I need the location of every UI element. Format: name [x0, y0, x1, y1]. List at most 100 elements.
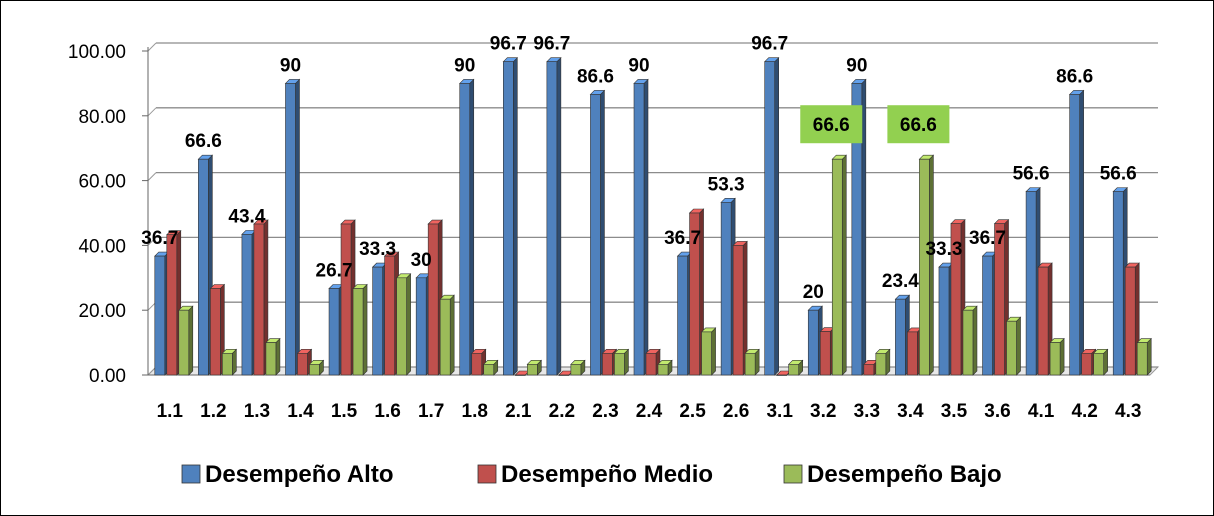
bar	[819, 331, 831, 376]
y-tick-label: 60.00	[78, 172, 126, 193]
bar	[178, 309, 190, 376]
bar-side	[406, 273, 411, 376]
bar	[895, 298, 906, 376]
y-tick-label: 100.00	[68, 42, 126, 63]
bar	[154, 255, 166, 376]
x-tick-label: 1.6	[374, 401, 400, 422]
legend-label: Desempeño Bajo	[807, 461, 1002, 488]
bar	[950, 223, 962, 376]
bar-side	[556, 56, 562, 376]
bar	[427, 223, 439, 376]
x-tick-label: 3.3	[854, 401, 880, 422]
bar-side	[188, 305, 194, 376]
legend-swatch	[181, 464, 201, 484]
data-label: 43.4	[228, 206, 265, 227]
bar-side	[643, 78, 649, 376]
legend-swatch	[783, 464, 803, 484]
bar	[459, 83, 471, 376]
bar	[851, 83, 863, 376]
x-tick-label: 1.5	[331, 401, 358, 422]
bar-side	[600, 89, 605, 376]
data-label: 96.7	[490, 34, 527, 55]
bar-side	[232, 348, 237, 376]
bar	[1037, 266, 1049, 376]
data-label: 56.6	[1013, 164, 1050, 185]
x-tick-label: 1.2	[200, 401, 226, 422]
data-label: 36.7	[969, 228, 1006, 249]
bar	[701, 331, 712, 376]
bar	[1069, 94, 1080, 376]
data-label: 86.6	[1056, 66, 1093, 87]
bar	[396, 277, 407, 376]
bar-side	[362, 283, 368, 376]
bar	[503, 61, 514, 376]
x-tick-label: 2.4	[636, 401, 663, 422]
x-tick-label: 1.3	[244, 401, 270, 422]
bar	[297, 352, 308, 376]
bar	[471, 352, 483, 376]
bar	[1136, 342, 1148, 376]
data-label: 36.7	[664, 228, 701, 249]
gridline-depth	[147, 107, 157, 117]
bar	[198, 158, 209, 376]
bar	[340, 223, 352, 376]
data-label-highlight	[887, 105, 950, 144]
bar	[994, 223, 1005, 376]
bar	[1081, 352, 1092, 376]
bar-side	[885, 348, 891, 376]
bar-side	[972, 305, 978, 376]
bar	[764, 61, 775, 376]
bar	[633, 83, 645, 376]
bar	[788, 364, 799, 376]
bar	[285, 83, 296, 376]
bar	[558, 374, 570, 376]
x-tick-label: 3.5	[941, 401, 968, 422]
bar-side	[1146, 337, 1152, 376]
data-label: 66.6	[813, 115, 850, 136]
y-tick-label: 80.00	[78, 107, 126, 128]
bar	[415, 277, 427, 376]
bar-side	[774, 56, 779, 376]
gridline-depth	[147, 172, 157, 181]
bar-side	[449, 294, 455, 376]
bar	[483, 364, 495, 376]
gridline-depth	[147, 237, 157, 246]
bar	[645, 352, 657, 376]
x-tick-label: 1.1	[157, 401, 184, 422]
bar	[919, 158, 930, 376]
bar	[831, 158, 843, 376]
data-label: 23.4	[882, 271, 919, 292]
x-tick-label: 4.3	[1115, 401, 1141, 422]
x-tick-label: 4.2	[1071, 401, 1097, 422]
bar	[776, 374, 787, 376]
x-tick-label: 2.2	[549, 401, 575, 422]
bar-side	[841, 154, 847, 376]
bar	[962, 309, 974, 376]
bar	[352, 288, 364, 376]
bar	[602, 352, 613, 376]
x-tick-label: 3.2	[810, 401, 836, 422]
data-label: 90	[454, 55, 475, 76]
x-tick-label: 2.3	[592, 401, 618, 422]
gridline-depth	[147, 42, 157, 52]
bar	[265, 342, 277, 376]
x-tick-label: 2.5	[679, 401, 706, 422]
bar	[863, 364, 875, 376]
bar	[732, 245, 744, 376]
data-label: 33.3	[925, 239, 962, 260]
bar-side	[754, 348, 760, 376]
bar	[720, 202, 732, 376]
bar	[677, 255, 688, 376]
data-label: 66.6	[185, 131, 222, 152]
bar	[309, 364, 320, 376]
data-label: 96.7	[533, 34, 570, 55]
bar	[689, 212, 700, 376]
bar	[1025, 191, 1037, 376]
data-label: 90	[628, 55, 649, 76]
legend-label: Desempeño Medio	[501, 461, 713, 488]
bar-side	[1059, 337, 1065, 376]
bar	[1124, 266, 1136, 376]
bar	[907, 331, 918, 376]
bar-side	[295, 78, 300, 376]
